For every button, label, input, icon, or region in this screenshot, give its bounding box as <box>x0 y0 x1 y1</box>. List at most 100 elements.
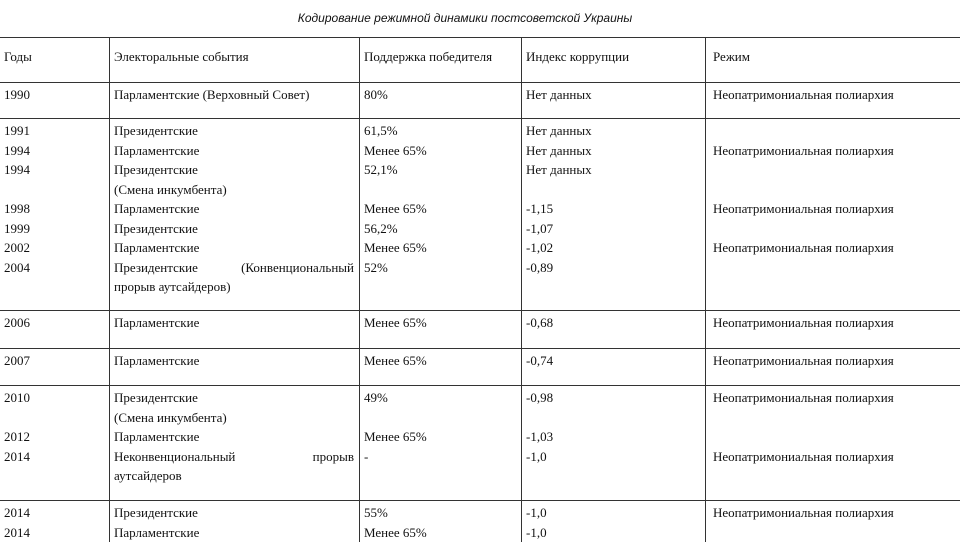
support-cell: Менее 65% <box>360 523 522 542</box>
regime-cell: Неопатримониальная полиархия <box>706 311 960 348</box>
event-cell: Парламентские <box>110 311 360 348</box>
regime-cell: Неопатримониальная полиархия <box>706 501 960 523</box>
event-cell: Парламентские <box>110 523 360 542</box>
event-line: Президентские <box>114 219 354 239</box>
event-line: Парламентские <box>114 141 354 161</box>
event-line: Президентские <box>114 503 354 523</box>
corruption-cell: -1,15 <box>522 199 706 219</box>
event-line: Президентские <box>114 121 354 141</box>
year-cell: 1998 <box>0 199 110 219</box>
event-line: (Смена инкумбента) <box>114 180 354 200</box>
support-cell: 49% <box>360 386 522 427</box>
year-cell: 2012 <box>0 427 110 447</box>
event-line: Парламентские <box>114 351 354 371</box>
event-line: Президентские (Конвенциональный <box>114 258 354 278</box>
corruption-cell: -0,68 <box>522 311 706 348</box>
event-cell: Президентские(Смена инкумбента) <box>110 386 360 427</box>
corruption-cell: -1,0 <box>522 447 706 501</box>
header-cell: Поддержка победителя <box>360 38 522 82</box>
regime-cell: Неопатримониальная полиархия <box>706 83 960 118</box>
event-cell: Президентские(Смена инкумбента) <box>110 160 360 199</box>
corruption-cell: -1,03 <box>522 427 706 447</box>
event-line: Парламентские <box>114 523 354 542</box>
event-cell: Президентские <box>110 501 360 523</box>
year-cell: 2007 <box>0 349 110 385</box>
support-cell: Менее 65% <box>360 238 522 258</box>
support-cell: - <box>360 447 522 501</box>
event-line: Парламентские <box>114 199 354 219</box>
event-line: Президентские <box>114 388 354 408</box>
title: Кодирование режимной динамики постсоветс… <box>0 11 930 25</box>
regime-cell <box>706 258 960 311</box>
regime-cell: Неопатримониальная полиархия <box>706 141 960 161</box>
year-cell: 1999 <box>0 219 110 239</box>
regime-cell: Неопатримониальная полиархия <box>706 447 960 501</box>
support-cell: Менее 65% <box>360 199 522 219</box>
year-cell: 2004 <box>0 258 110 311</box>
support-cell: 52,1% <box>360 160 522 199</box>
corruption-cell: -0,89 <box>522 258 706 311</box>
event-cell: Президентские <box>110 119 360 141</box>
event-cell: Парламентские <box>110 141 360 161</box>
regime-cell: Неопатримониальная полиархия <box>706 238 960 258</box>
regime-cell: Неопатримониальная полиархия <box>706 349 960 385</box>
support-cell: Менее 65% <box>360 311 522 348</box>
event-line: Президентские <box>114 160 354 180</box>
corruption-cell: -0,98 <box>522 386 706 427</box>
corruption-cell: Нет данных <box>522 141 706 161</box>
event-line: аутсайдеров <box>114 466 354 486</box>
event-cell: Парламентские <box>110 427 360 447</box>
year-cell: 1994 <box>0 141 110 161</box>
header-cell: Режим <box>706 38 960 82</box>
corruption-cell: Нет данных <box>522 119 706 141</box>
regime-cell: Неопатримониальная полиархия <box>706 199 960 219</box>
year-cell: 2006 <box>0 311 110 348</box>
corruption-cell: Нет данных <box>522 160 706 199</box>
event-line: Парламентские <box>114 238 354 258</box>
year-cell: 2002 <box>0 238 110 258</box>
event-line: Неконвенциональный прорыв <box>114 447 354 467</box>
support-cell: 52% <box>360 258 522 311</box>
regime-cell: Неопатримониальная полиархия <box>706 386 960 427</box>
support-cell: 56,2% <box>360 219 522 239</box>
year-cell: 1994 <box>0 160 110 199</box>
regime-cell <box>706 160 960 199</box>
event-cell: Президентские <box>110 219 360 239</box>
event-cell: Парламентские (Верховный Совет) <box>110 83 360 118</box>
support-cell: Менее 65% <box>360 349 522 385</box>
event-line: Парламентские <box>114 313 354 333</box>
event-cell: Парламентские <box>110 199 360 219</box>
regime-cell <box>706 119 960 141</box>
header-cell: Индекс коррупции <box>522 38 706 82</box>
corruption-cell: -1,0 <box>522 523 706 542</box>
event-cell: Парламентские <box>110 238 360 258</box>
corruption-cell: -1,07 <box>522 219 706 239</box>
event-line: Парламентские <box>114 427 354 447</box>
year-cell: 1990 <box>0 83 110 118</box>
regime-cell <box>706 427 960 447</box>
corruption-cell: -1,02 <box>522 238 706 258</box>
support-cell: Менее 65% <box>360 427 522 447</box>
